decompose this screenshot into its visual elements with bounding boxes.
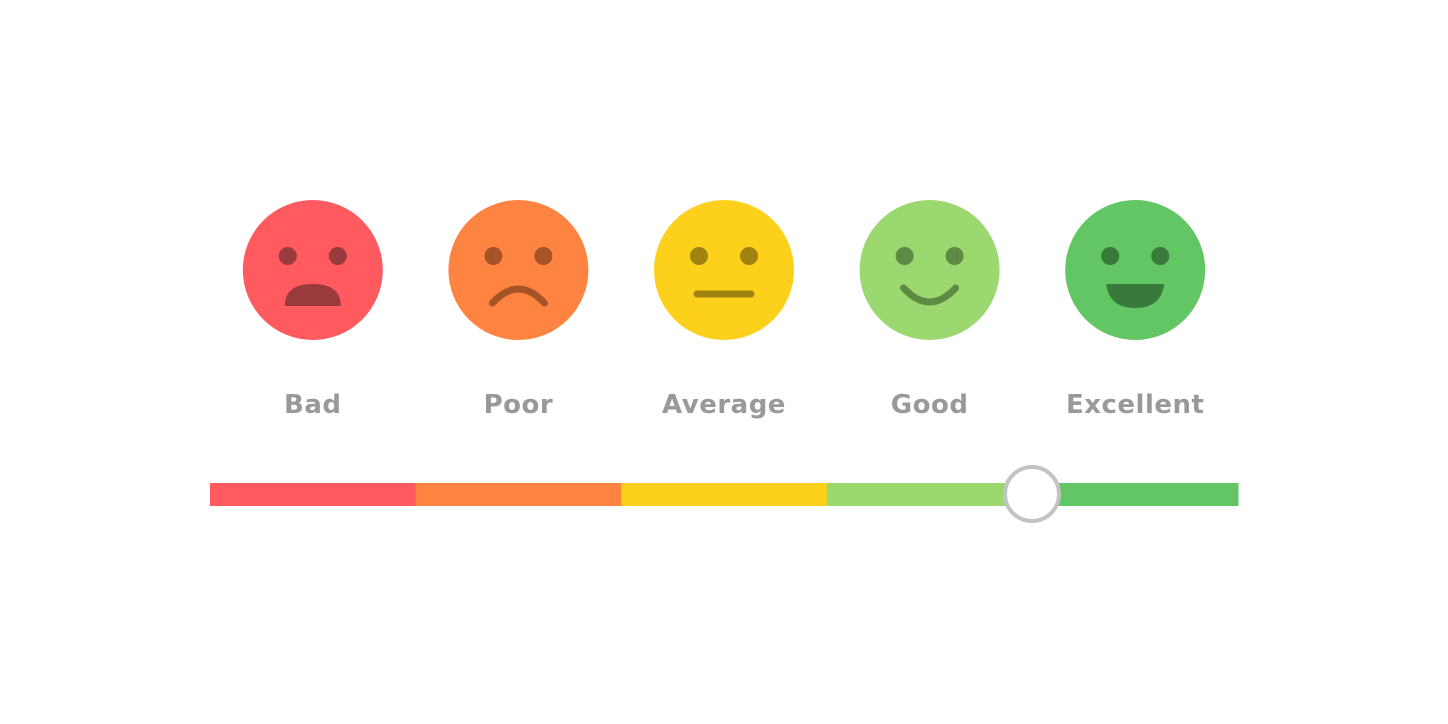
face <box>448 200 589 340</box>
mouth <box>488 285 548 307</box>
slider-segment[interactable] <box>415 483 622 506</box>
face <box>654 200 794 340</box>
slider-segment[interactable] <box>826 483 1033 506</box>
eye <box>740 247 758 265</box>
slider-segment[interactable] <box>1032 483 1239 506</box>
eye <box>534 247 553 265</box>
rating-label[interactable]: Bad <box>284 390 341 420</box>
eye <box>895 247 914 265</box>
rating-label[interactable]: Excellent <box>1066 390 1204 420</box>
slider-knob[interactable] <box>1003 465 1061 523</box>
rating-option[interactable] <box>654 200 794 340</box>
face <box>859 200 1000 340</box>
eye <box>690 247 708 265</box>
rating-option[interactable] <box>242 200 383 340</box>
eye <box>484 247 503 265</box>
eye <box>1101 247 1120 265</box>
face <box>1065 200 1206 340</box>
rating-option[interactable] <box>859 200 1000 340</box>
mouth <box>900 284 960 306</box>
rating-option[interactable] <box>1065 200 1206 340</box>
eye <box>945 247 964 265</box>
rating-option[interactable] <box>448 200 589 340</box>
rating-label[interactable]: Good <box>891 390 969 420</box>
eye <box>278 247 297 265</box>
rating-label[interactable]: Average <box>662 390 786 420</box>
mouth <box>284 284 341 306</box>
eye <box>1151 247 1170 265</box>
slider-segment[interactable] <box>210 483 417 506</box>
mouth <box>1106 284 1165 308</box>
slider-segment[interactable] <box>621 483 828 506</box>
eye <box>328 247 347 265</box>
face <box>242 200 383 340</box>
rating-label[interactable]: Poor <box>484 390 554 420</box>
